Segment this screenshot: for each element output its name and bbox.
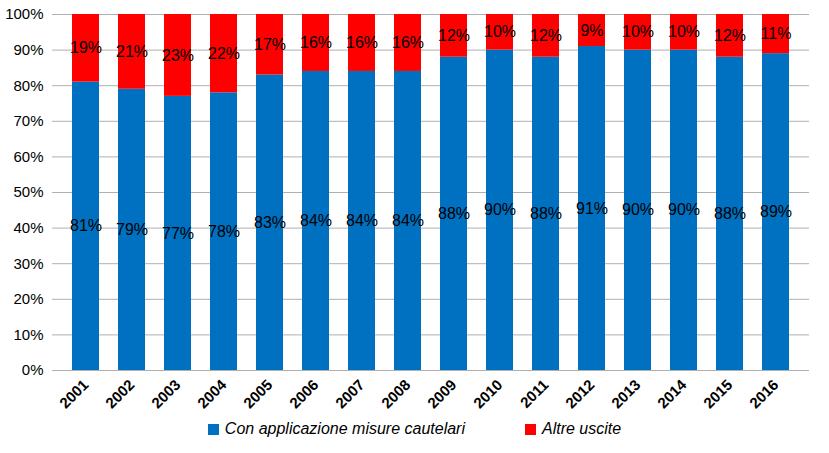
- svg-text:16%: 16%: [300, 34, 332, 51]
- svg-text:20%: 20%: [13, 290, 43, 307]
- svg-text:2004: 2004: [194, 375, 230, 411]
- svg-text:10%: 10%: [668, 23, 700, 40]
- svg-text:16%: 16%: [392, 34, 424, 51]
- svg-text:90%: 90%: [668, 201, 700, 218]
- svg-text:90%: 90%: [484, 201, 516, 218]
- svg-text:84%: 84%: [300, 212, 332, 229]
- svg-text:2009: 2009: [424, 376, 460, 412]
- svg-text:17%: 17%: [254, 36, 286, 53]
- svg-text:83%: 83%: [254, 214, 286, 231]
- svg-text:90%: 90%: [622, 201, 654, 218]
- html-text:Altre uscite: Altre uscite: [542, 420, 622, 437]
- svg-text:0%: 0%: [22, 361, 44, 378]
- svg-text:23%: 23%: [162, 47, 194, 64]
- svg-text:30%: 30%: [13, 255, 43, 272]
- svg-text:16%: 16%: [346, 34, 378, 51]
- svg-text:91%: 91%: [576, 200, 608, 217]
- svg-text:50%: 50%: [13, 183, 43, 200]
- svg-text:11%: 11%: [761, 25, 792, 42]
- svg-text:89%: 89%: [760, 203, 792, 220]
- svg-text:2014: 2014: [654, 375, 690, 411]
- svg-text:80%: 80%: [13, 77, 43, 94]
- svg-text:78%: 78%: [208, 223, 240, 240]
- svg-text:2016: 2016: [746, 376, 782, 412]
- svg-text:2001: 2001: [56, 376, 92, 412]
- svg-text:88%: 88%: [530, 205, 562, 222]
- svg-text:2006: 2006: [286, 376, 322, 412]
- svg-text:2002: 2002: [102, 376, 138, 412]
- svg-text:2003: 2003: [148, 376, 184, 412]
- svg-text:77%: 77%: [162, 225, 194, 242]
- svg-text:19%: 19%: [70, 39, 102, 56]
- svg-text:2005: 2005: [240, 376, 276, 412]
- svg-text:2013: 2013: [608, 376, 644, 412]
- svg-text:2012: 2012: [562, 376, 598, 412]
- svg-text:60%: 60%: [13, 148, 43, 165]
- svg-text:90%: 90%: [13, 41, 43, 58]
- svg-text:81%: 81%: [70, 217, 102, 234]
- svg-text:12%: 12%: [438, 27, 470, 44]
- svg-text:2015: 2015: [700, 376, 736, 412]
- svg-text:70%: 70%: [13, 112, 43, 129]
- svg-text:21%: 21%: [116, 43, 148, 60]
- html-text:Con applicazione misure cautel: Con applicazione misure cautelari: [224, 420, 465, 437]
- svg-text:88%: 88%: [714, 205, 746, 222]
- svg-text:84%: 84%: [346, 212, 378, 229]
- svg-text:2010: 2010: [470, 376, 506, 412]
- svg-text:12%: 12%: [530, 27, 562, 44]
- svg-text:22%: 22%: [208, 45, 240, 62]
- svg-text:84%: 84%: [392, 212, 424, 229]
- svg-text:10%: 10%: [484, 23, 516, 40]
- svg-text:2008: 2008: [378, 376, 414, 412]
- svg-text:88%: 88%: [438, 205, 470, 222]
- svg-text:2007: 2007: [332, 376, 368, 412]
- svg-text:100%: 100%: [5, 5, 43, 22]
- svg-text:10%: 10%: [622, 23, 654, 40]
- svg-text:10%: 10%: [13, 326, 43, 343]
- svg-text:12%: 12%: [714, 27, 746, 44]
- svg-text:79%: 79%: [116, 221, 148, 238]
- svg-text:9%: 9%: [580, 22, 603, 39]
- svg-text:2011: 2011: [516, 376, 551, 411]
- svg-text:40%: 40%: [13, 219, 43, 236]
